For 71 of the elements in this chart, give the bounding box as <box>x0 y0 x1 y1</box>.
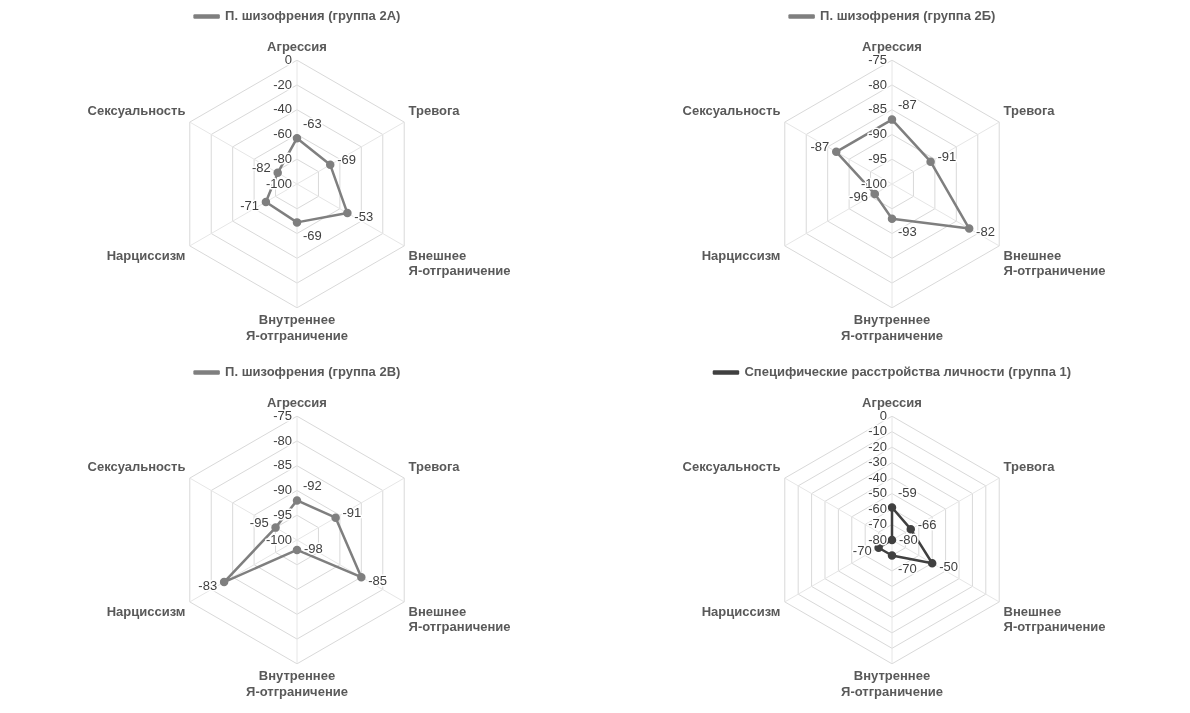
data-label: -92 <box>303 477 322 493</box>
legend-label: П. шизофрения (группа 2А) <box>225 8 401 24</box>
spoke-label: Внутреннее Я-отграничение <box>841 312 943 343</box>
y-tick-label: 0 <box>284 51 292 67</box>
y-tick-label: -85 <box>273 457 292 473</box>
y-tick-label: -40 <box>273 101 292 117</box>
y-tick-label: -90 <box>273 482 292 498</box>
y-tick-label: -60 <box>273 126 292 142</box>
y-tick-label: -100 <box>265 531 292 547</box>
spoke-label: Внешнее Я-отграничение <box>1003 247 1106 279</box>
spoke-label: Нарциссизм <box>701 603 781 619</box>
spoke-label: Внутреннее Я-отграничение <box>246 312 348 343</box>
legend-label: Специфические расстройства личности (группа 1) <box>744 364 1072 380</box>
data-label: -96 <box>849 189 868 205</box>
y-tick-label: -60 <box>868 500 887 516</box>
data-label: -66 <box>917 516 937 532</box>
data-label: -87 <box>810 139 830 155</box>
data-label: -53 <box>354 208 374 224</box>
data-label: -82 <box>976 224 995 240</box>
spoke-label: Внешнее Я-отграничение <box>408 247 511 279</box>
y-tick-label: -20 <box>868 438 887 454</box>
spoke-label: Нарциссизм <box>701 247 781 263</box>
data-label: -63 <box>303 115 322 131</box>
spoke-label: Нарциссизм <box>106 603 186 619</box>
data-label: -69 <box>303 227 322 243</box>
data-label: -98 <box>304 541 323 557</box>
data-label: -87 <box>898 97 917 113</box>
data-label: -93 <box>898 224 917 240</box>
y-tick-label: -95 <box>868 150 887 166</box>
data-label: -71 <box>240 197 259 213</box>
spoke-label: Внешнее Я-отграничение <box>1003 603 1106 635</box>
y-tick-label: -85 <box>868 101 887 117</box>
legend-label: П. шизофрения (группа 2В) <box>225 364 401 380</box>
spoke-label: Тревога <box>1003 459 1056 475</box>
data-label: -83 <box>198 577 218 593</box>
spoke-label: Внутреннее Я-отграничение <box>841 668 943 699</box>
spoke-label: Тревога <box>408 459 461 475</box>
y-tick-label: -90 <box>868 126 887 142</box>
legend-label: П. шизофрения (группа 2Б) <box>820 8 996 24</box>
data-label: -95 <box>249 515 269 531</box>
spoke-label: Агрессия <box>862 38 922 54</box>
data-label: -91 <box>937 149 957 165</box>
spoke-label: Агрессия <box>267 394 327 410</box>
y-tick-label: -20 <box>273 76 292 92</box>
y-tick-label: -40 <box>868 469 887 485</box>
spoke-label: Сексуальность <box>87 459 186 475</box>
y-tick-label: -50 <box>868 485 887 501</box>
data-label: -69 <box>337 152 356 168</box>
data-label: -91 <box>342 505 362 521</box>
y-tick-label: -70 <box>868 516 887 532</box>
spoke-label: Сексуальность <box>87 103 186 119</box>
y-tick-label: -80 <box>868 76 887 92</box>
data-label: -59 <box>898 485 917 501</box>
spoke-label: Агрессия <box>862 394 922 410</box>
data-label: -70 <box>898 561 917 577</box>
y-tick-label: -80 <box>273 432 292 448</box>
spoke-label: Сексуальность <box>682 459 781 475</box>
y-tick-label: -30 <box>868 454 887 470</box>
spoke-label: Внутреннее Я-отграничение <box>246 668 348 699</box>
data-label: -80 <box>899 531 918 547</box>
spoke-label: Сексуальность <box>682 103 781 119</box>
y-tick-label: 0 <box>879 407 887 423</box>
spoke-label: Нарциссизм <box>106 247 186 263</box>
spoke-label: Тревога <box>408 103 461 119</box>
y-tick-label: -10 <box>868 423 887 439</box>
data-label: -50 <box>939 558 958 574</box>
spoke-label: Агрессия <box>267 38 327 54</box>
data-label: -82 <box>251 160 271 176</box>
spoke-label: Внешнее Я-отграничение <box>408 603 511 635</box>
data-label: -85 <box>368 572 388 588</box>
spoke-label: Тревога <box>1003 103 1056 119</box>
